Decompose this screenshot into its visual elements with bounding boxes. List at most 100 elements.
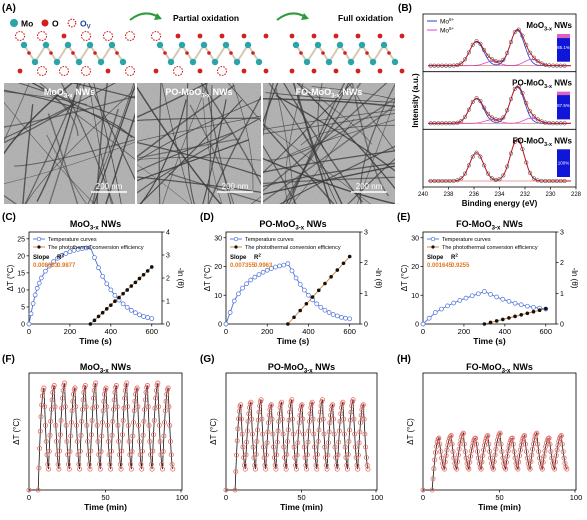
r2-value: 0.9255 (451, 263, 470, 269)
y-axis-label: ΔT (°C) (203, 264, 212, 291)
cycling-point (167, 422, 173, 428)
cycling-point (363, 455, 369, 461)
cycling-point (493, 446, 499, 452)
mo-atom-icon (75, 58, 83, 66)
cycling-point (263, 452, 269, 458)
cycling-point (357, 429, 363, 435)
xps-x-tick-label: 234 (494, 192, 505, 198)
legend-o: O (52, 19, 59, 29)
cycling-point (256, 409, 262, 415)
temperature-point (330, 312, 336, 317)
cycling-point (130, 433, 136, 439)
cycling-point (55, 461, 61, 467)
cycling-point (325, 452, 331, 458)
temperature-point (38, 275, 44, 281)
temperature-point (506, 298, 512, 304)
cycling-point (304, 452, 310, 458)
vacancy-icon (124, 65, 136, 77)
temperature-point (141, 314, 146, 319)
mo6-component (428, 29, 571, 67)
cycling-point (114, 404, 120, 410)
mo-atom-icon (303, 58, 311, 66)
cycling-point (160, 449, 166, 455)
cycling-point (131, 419, 137, 425)
efficiency-point (525, 311, 530, 316)
slope-value: 0.008663 (33, 263, 59, 269)
mo-atom-icon (222, 41, 230, 49)
cycling-point (533, 431, 539, 437)
cycling-point (125, 422, 131, 428)
efficiency-point (531, 309, 536, 314)
cycling-point (108, 466, 114, 472)
xps-legend: Mo6+Mo5+ (427, 17, 455, 35)
cycling-point (346, 438, 352, 444)
o-atom-icon (219, 33, 225, 39)
mo-atom-icon (358, 41, 366, 49)
mo-atom-icon (53, 58, 61, 66)
cycling-point (455, 459, 461, 465)
cycling-point (536, 449, 542, 455)
temperature-point (67, 249, 73, 255)
cycling-point (519, 438, 525, 444)
efficiency-point (141, 272, 146, 277)
cycling-point (46, 466, 52, 472)
cycling-curve (423, 432, 568, 491)
efficiency-point (100, 310, 105, 315)
efficiency-point (113, 299, 117, 304)
cycling-point (436, 435, 442, 441)
cycling-point (238, 416, 244, 422)
cycling-point (66, 466, 72, 472)
cycling-point (553, 453, 559, 459)
cycling-point (488, 455, 494, 461)
cycling-point (146, 422, 152, 428)
temperature-point (236, 291, 241, 297)
cycling-point (128, 461, 134, 467)
temperature-point (223, 321, 229, 327)
xps-data-point (501, 57, 506, 62)
xps-data-point (466, 50, 471, 55)
cycling-point (430, 476, 436, 482)
xps-data-point (482, 163, 487, 168)
temperature-point (512, 300, 518, 306)
cycling-point (363, 444, 369, 450)
xps-fit-envelope (428, 28, 571, 67)
cycling-point (491, 459, 497, 465)
cycling-point (340, 399, 346, 405)
xps-data-point (508, 39, 514, 45)
cycling-point (336, 439, 342, 445)
cycling-point (149, 466, 155, 472)
cycling-point (554, 447, 560, 453)
cycling-point (298, 407, 304, 413)
r2-value: 0.9963 (254, 263, 273, 269)
legend-temp-marker (233, 236, 239, 242)
y2-axis-label: -ln (θ) (374, 268, 383, 289)
cycling-point (442, 459, 448, 465)
x-tick-label: 50 (297, 493, 305, 502)
xps-data-point (459, 176, 464, 181)
xps-data-point (505, 50, 510, 56)
cycling-point (267, 407, 273, 413)
xps-data-point (489, 176, 494, 181)
r2-value: 0.9877 (57, 263, 76, 269)
xps-data-point (474, 150, 479, 155)
scale-bar-label: 200 nm (96, 182, 123, 191)
legend-temp-marker (36, 236, 42, 242)
cycling-point (236, 408, 242, 414)
chart-title: FO-MoO3-x NWs (466, 362, 533, 375)
cycling-point (549, 455, 555, 461)
xps-y-label: Intensity (a.u.) (411, 73, 420, 128)
temperature-point (264, 267, 270, 273)
cycling-point (57, 448, 63, 454)
nanowires (4, 83, 135, 204)
cycling-point (136, 439, 142, 445)
y2-axis-label: -ln (θ) (176, 268, 185, 289)
cycling-point (253, 466, 259, 472)
xps-data-point (474, 96, 479, 101)
cycling-point (98, 449, 104, 455)
cycling-point (279, 399, 285, 405)
cycling-point (295, 440, 301, 446)
xps-data-point (528, 170, 533, 176)
r2-label: R2 (451, 253, 458, 262)
cycling-point (85, 439, 91, 445)
cycling-point (44, 452, 50, 458)
